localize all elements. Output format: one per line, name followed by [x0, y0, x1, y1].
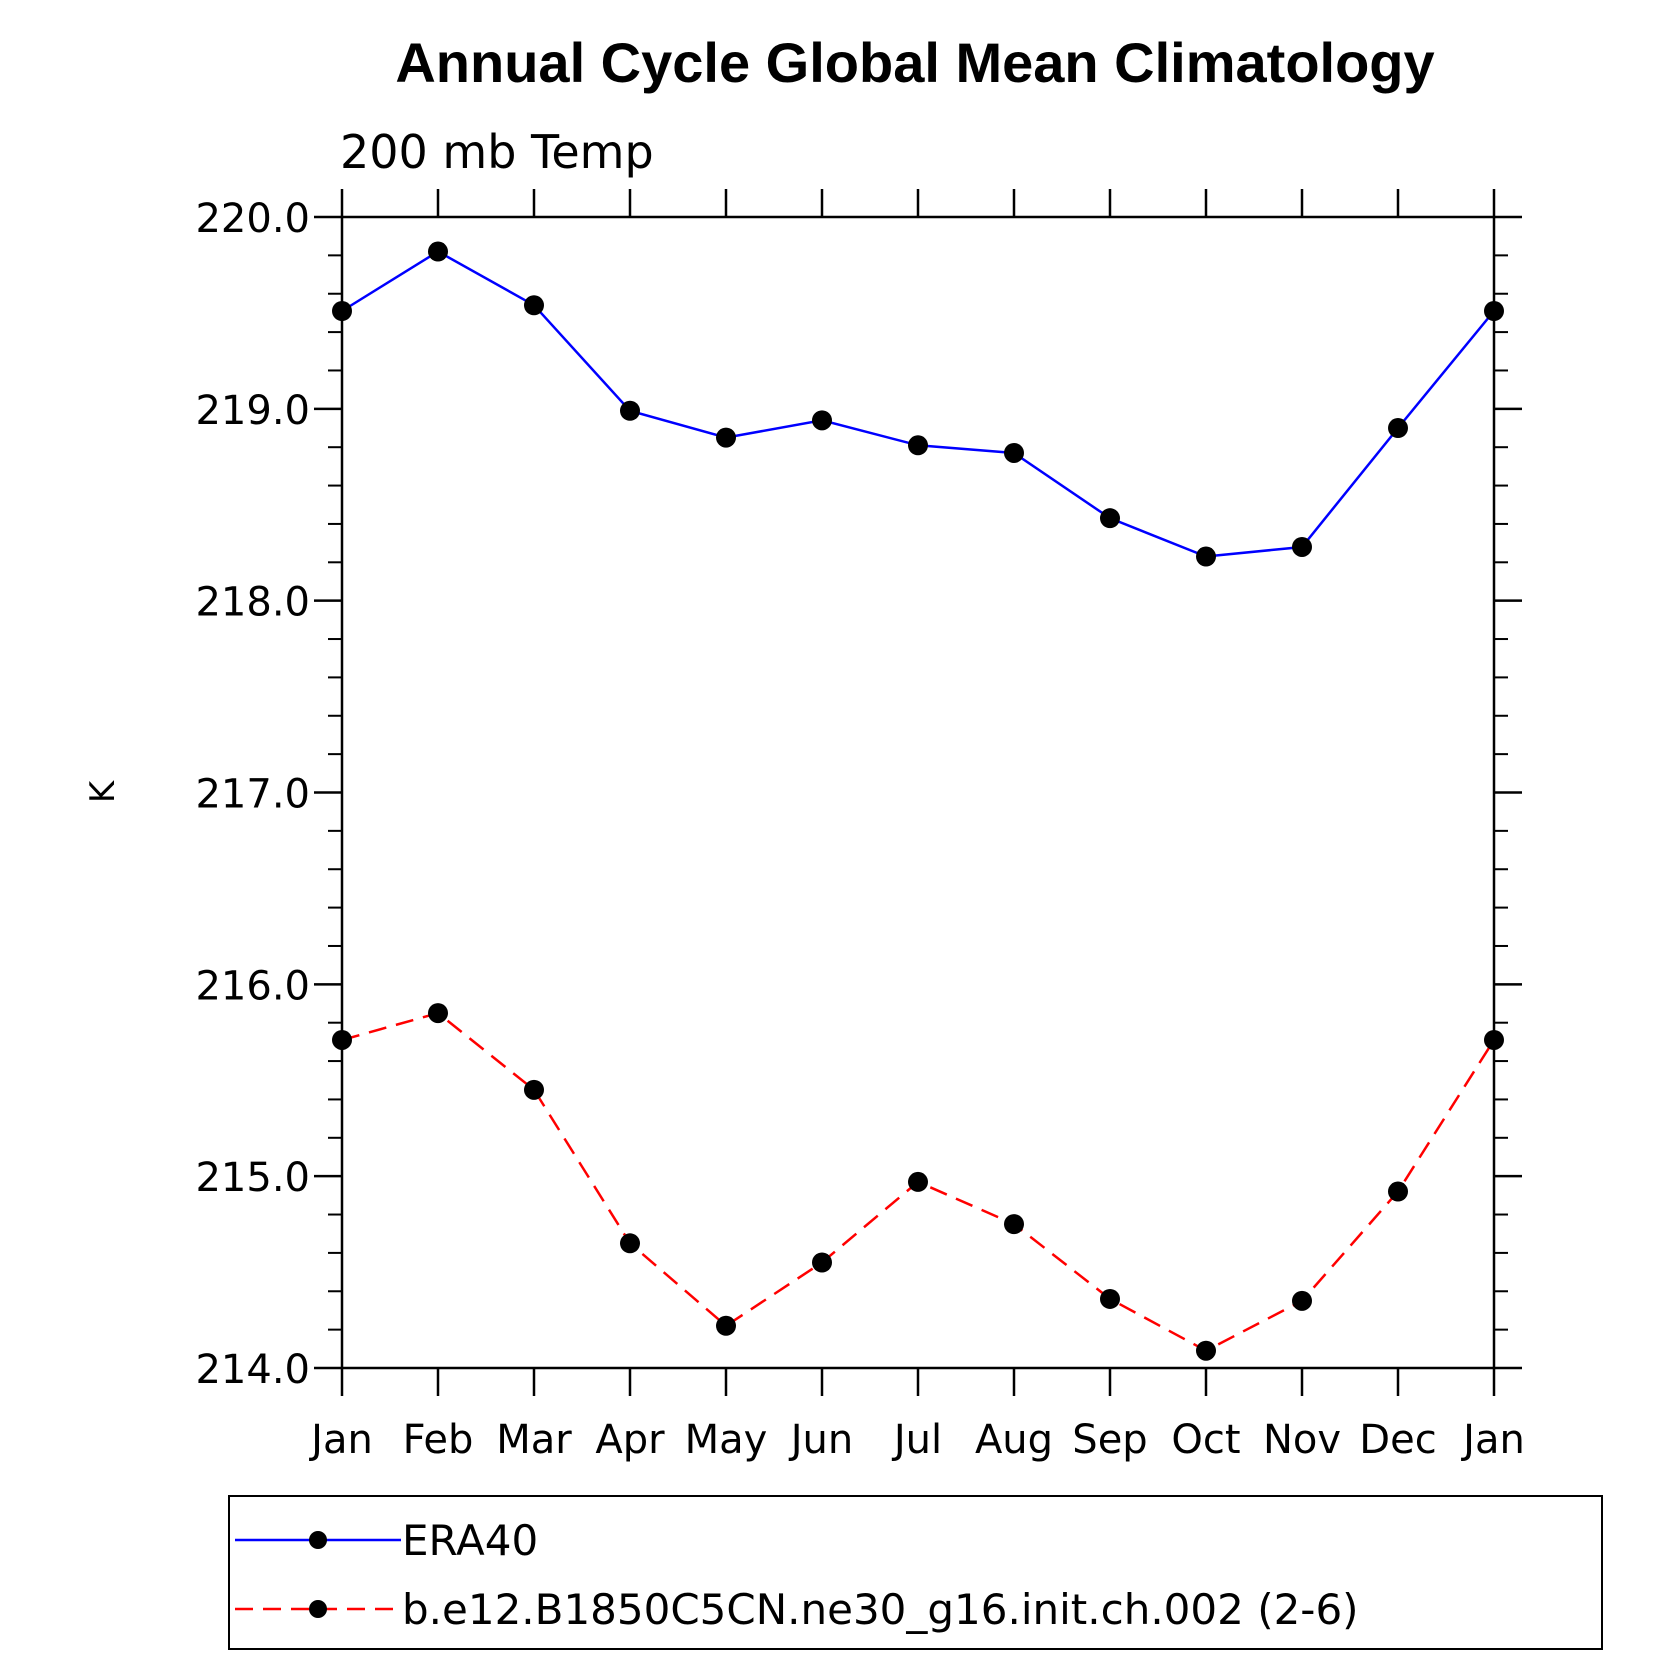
series-0-point	[1100, 508, 1120, 529]
series-0-point	[1004, 442, 1024, 463]
series-0-point	[1196, 546, 1216, 567]
legend-label-era40: ERA40	[402, 1516, 538, 1565]
y-tick-label: 220.0	[195, 196, 310, 242]
series-0-point	[524, 295, 544, 316]
series-1-point	[1100, 1288, 1120, 1309]
series-1-point	[1196, 1340, 1216, 1361]
x-tick-label: Apr	[595, 1417, 665, 1463]
x-tick-label: Jan	[1460, 1417, 1525, 1463]
y-tick-label: 216.0	[195, 963, 310, 1009]
y-tick-label: 219.0	[195, 388, 310, 434]
legend-marker-era40	[309, 1531, 327, 1549]
series-0-point	[620, 400, 640, 421]
x-tick-label: Nov	[1263, 1417, 1341, 1463]
series-1-point	[524, 1079, 544, 1100]
x-tick-label: May	[685, 1417, 768, 1463]
series-0-point	[908, 435, 928, 456]
series-1-point	[1484, 1029, 1504, 1050]
x-tick-label: Oct	[1171, 1417, 1240, 1463]
series-0-point	[716, 427, 736, 448]
series-1-point	[332, 1029, 352, 1050]
series-layer	[332, 241, 1504, 1361]
chart-subtitle: 200 mb Temp	[340, 125, 654, 179]
legend-label-model: b.e12.B1850C5CN.ne30_g16.init.ch.002 (2-…	[402, 1585, 1359, 1634]
y-tick-label: 215.0	[195, 1155, 310, 1201]
series-1-point	[1004, 1214, 1024, 1235]
series-0-point	[1292, 536, 1312, 557]
x-tick-label: Aug	[975, 1417, 1053, 1463]
y-tick-label: 218.0	[195, 580, 310, 626]
series-1-point	[428, 1003, 448, 1024]
axes: Jan Feb Mar Apr May Jun Jul Aug Sep Oct Nov Dec Jan 2…	[195, 189, 1525, 1463]
series-1-point	[812, 1252, 832, 1273]
series-0-point	[1484, 300, 1504, 321]
plot-frame	[340, 215, 1496, 1370]
series-0-point	[1388, 418, 1408, 439]
chart-title: Annual Cycle Global Mean Climatology	[395, 31, 1434, 94]
legend-marker-model	[309, 1600, 327, 1618]
series-0-point	[812, 410, 832, 431]
x-tick-label: Dec	[1359, 1417, 1436, 1463]
x-tick-label: Jul	[891, 1417, 942, 1463]
series-1-point	[620, 1233, 640, 1254]
series-0-point	[332, 300, 352, 321]
y-tick-label: 217.0	[195, 772, 310, 818]
series-0-point	[428, 241, 448, 262]
series-line-0	[341, 250, 1495, 558]
series-1-point	[716, 1315, 736, 1336]
legend: ERA40 b.e12.B1850C5CN.ne30_g16.init.ch.0…	[228, 1495, 1603, 1650]
y-axis-label: K	[83, 779, 123, 803]
x-tick-label: Feb	[403, 1417, 474, 1463]
y-tick-label: 214.0	[195, 1347, 310, 1393]
x-tick-label: Jan	[308, 1417, 373, 1463]
x-tick-label: Mar	[496, 1417, 572, 1463]
legend-box	[228, 1495, 1603, 1650]
x-tick-label: Jun	[788, 1417, 854, 1463]
series-1-point	[908, 1171, 928, 1192]
series-1-point	[1292, 1290, 1312, 1311]
series-1-point	[1388, 1181, 1408, 1202]
x-tick-label: Sep	[1072, 1417, 1147, 1463]
